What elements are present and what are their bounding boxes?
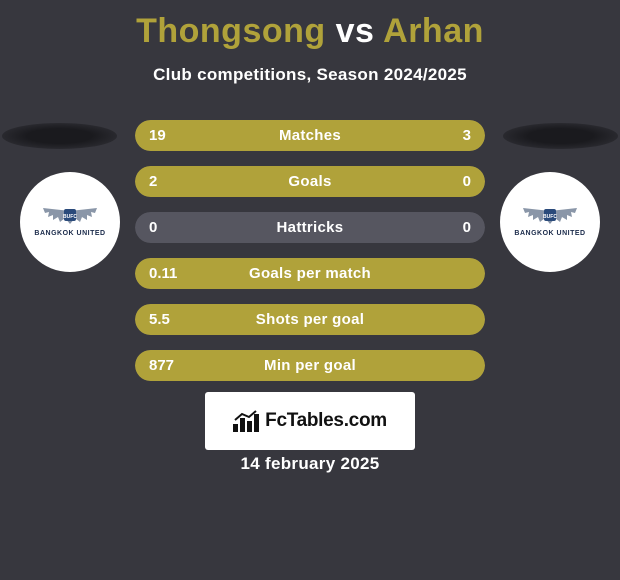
brand-box: FcTables.com — [205, 392, 415, 450]
stat-left-value: 0.11 — [149, 265, 177, 282]
stat-right-value: 0 — [463, 173, 471, 190]
stat-right-value: 0 — [463, 219, 471, 236]
brand-text: FcTables.com — [265, 410, 387, 432]
title-vs: vs — [336, 12, 375, 50]
badge-club-name: BANGKOK UNITED — [514, 230, 585, 237]
title-player1: Thongsong — [136, 12, 326, 50]
stat-row: 2 0 Goals — [135, 166, 485, 197]
badge-club-name: BANGKOK UNITED — [34, 230, 105, 237]
stat-right-value: 3 — [463, 127, 471, 144]
stats-list: 19 3 Matches 2 0 Goals 0 0 Hattricks 0.11 Goals pe… — [135, 120, 485, 381]
date-text: 14 february 2025 — [0, 454, 620, 474]
club-badge-right: BUFC BANGKOK UNITED — [500, 172, 600, 272]
stat-label: Shots per goal — [256, 311, 364, 328]
stat-label: Goals per match — [249, 265, 371, 282]
stat-label: Hattricks — [277, 219, 344, 236]
stat-left-value: 2 — [149, 173, 157, 190]
stat-row: 0 0 Hattricks — [135, 212, 485, 243]
subtitle: Club competitions, Season 2024/2025 — [0, 65, 620, 85]
badge-wings-icon: BUFC — [35, 207, 105, 227]
badge-wings-icon: BUFC — [515, 207, 585, 227]
badge-inner: BUFC BANGKOK UNITED — [34, 207, 105, 237]
stat-left-value: 5.5 — [149, 311, 170, 328]
title-player2: Arhan — [383, 12, 484, 50]
comparison-card: Thongsong vs Arhan Club competitions, Se… — [0, 0, 620, 580]
stat-row: 19 3 Matches — [135, 120, 485, 151]
brand-chart-icon — [233, 410, 259, 432]
stat-left-value: 19 — [149, 127, 166, 144]
stat-row: 0.11 Goals per match — [135, 258, 485, 289]
stat-label: Goals — [288, 173, 331, 190]
stat-row: 877 Min per goal — [135, 350, 485, 381]
page-title: Thongsong vs Arhan — [0, 0, 620, 51]
svg-text:BUFC: BUFC — [543, 214, 557, 220]
club-badge-left: BUFC BANGKOK UNITED — [20, 172, 120, 272]
shadow-left — [2, 123, 117, 149]
stat-label: Min per goal — [264, 357, 356, 374]
badge-inner: BUFC BANGKOK UNITED — [514, 207, 585, 237]
stat-label: Matches — [279, 127, 341, 144]
stat-row: 5.5 Shots per goal — [135, 304, 485, 335]
stat-left-value: 877 — [149, 357, 174, 374]
svg-text:BUFC: BUFC — [63, 214, 77, 220]
shadow-right — [503, 123, 618, 149]
stat-bar-right — [436, 120, 485, 151]
stat-left-value: 0 — [149, 219, 157, 236]
